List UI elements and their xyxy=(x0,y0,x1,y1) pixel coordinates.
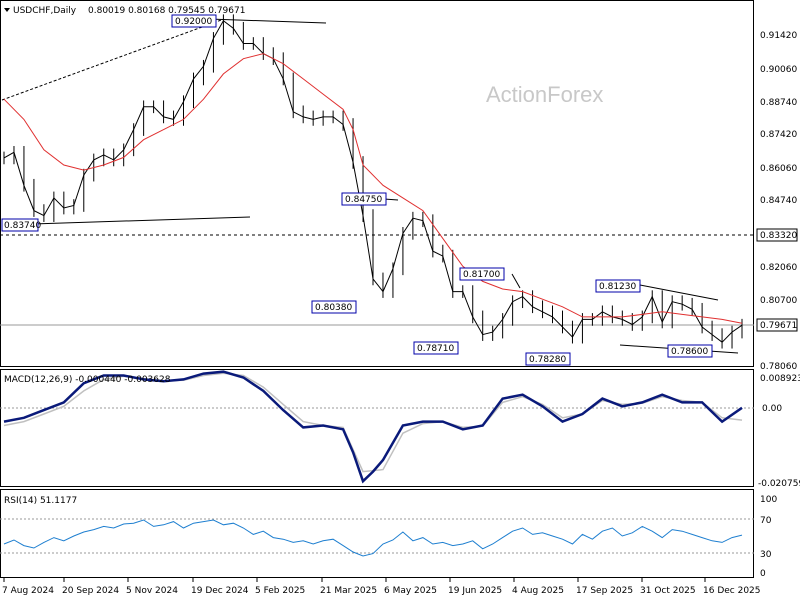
rsi-tick-label: 70 xyxy=(760,516,772,526)
support-line-left xyxy=(1,216,251,226)
annotation-83740: 0.83740 xyxy=(1,218,41,232)
x-tick-label: 6 May 2025 xyxy=(384,586,437,596)
x-tick-label: 4 Aug 2025 xyxy=(512,586,564,596)
svg-text:0.78600: 0.78600 xyxy=(671,347,708,357)
annotation-78710: 0.78710 xyxy=(413,341,459,355)
collapse-triangle-icon[interactable] xyxy=(4,8,10,12)
price-tick-label: 0.87420 xyxy=(760,130,797,140)
annotation-78280: 0.78280 xyxy=(525,352,571,366)
price-y-axis: 0.91420 0.90060 0.88740 0.87420 0.86060 … xyxy=(756,31,798,372)
macd-tick-label: 0.00 xyxy=(762,404,782,414)
svg-text:0.92000: 0.92000 xyxy=(175,17,212,27)
svg-text:0.83740: 0.83740 xyxy=(4,221,41,231)
x-tick-label: 20 Sep 2024 xyxy=(62,586,119,596)
sma-line xyxy=(3,53,743,324)
annotation-81230: 0.81230 xyxy=(595,279,641,293)
label-8170-leader xyxy=(511,273,521,289)
x-tick-label: 17 Sep 2025 xyxy=(576,586,633,596)
x-tick-label: 5 Nov 2024 xyxy=(126,586,178,596)
top-trendline xyxy=(1,18,225,101)
price-tick-label: 0.90060 xyxy=(760,65,797,75)
x-tick-label: 5 Feb 2025 xyxy=(255,586,305,596)
annotation-92000: 0.92000 xyxy=(171,14,217,28)
svg-text:0.78710: 0.78710 xyxy=(417,344,454,354)
svg-text:0.81700: 0.81700 xyxy=(463,270,500,280)
price-tick-label: 0.78060 xyxy=(760,362,797,372)
svg-text:0.80380: 0.80380 xyxy=(315,303,352,313)
x-tick-label: 7 Aug 2024 xyxy=(2,586,54,596)
macd-label: MACD(12,26,9) -0.000440 -0.003628 xyxy=(4,375,171,385)
rsi-tick-label: 100 xyxy=(760,495,777,505)
price-tick-label: 0.84740 xyxy=(760,196,797,206)
x-tick-label: 16 Dec 2025 xyxy=(703,586,761,596)
macd-panel-frame xyxy=(0,369,754,487)
price-tick-label: 0.86060 xyxy=(760,164,797,174)
rsi-line xyxy=(3,519,743,557)
annotation-81700: 0.81700 xyxy=(459,267,505,281)
annotation-78600: 0.78600 xyxy=(667,344,713,358)
svg-text:0.81230: 0.81230 xyxy=(599,282,636,292)
rsi-tick-label: 0 xyxy=(760,569,766,579)
price-tick-label: 0.91420 xyxy=(760,31,797,41)
current-price-box: 0.79671 xyxy=(756,318,798,332)
price-tick-label: 0.80700 xyxy=(760,296,797,306)
annotation-84750: 0.84750 xyxy=(341,192,387,206)
macd-signal-line xyxy=(3,372,743,473)
macd-line xyxy=(3,370,743,484)
macd-tick-label: 0.008923 xyxy=(760,374,800,384)
price-panel-frame xyxy=(0,0,754,367)
svg-text:0.79671: 0.79671 xyxy=(760,321,797,331)
svg-text:0.83320: 0.83320 xyxy=(760,231,797,241)
svg-text:0.84750: 0.84750 xyxy=(345,195,382,205)
rsi-panel-frame xyxy=(0,489,754,578)
wedge-upper-line xyxy=(639,284,719,301)
symbol-title: USDCHF,Daily xyxy=(13,6,77,16)
price-tick-label: 0.82060 xyxy=(760,263,797,273)
ohlc-values: 0.80019 0.80168 0.79545 0.79671 xyxy=(88,6,245,16)
x-tick-label: 19 Jun 2025 xyxy=(448,586,502,596)
price-tick-label: 0.88740 xyxy=(760,98,797,108)
watermark: ActionForex xyxy=(486,82,603,107)
price-bars xyxy=(3,14,743,349)
svg-text:0.78280: 0.78280 xyxy=(529,355,566,365)
rsi-label: RSI(14) 51.1177 xyxy=(4,496,77,506)
rsi-tick-label: 30 xyxy=(760,550,772,560)
x-axis: 7 Aug 2024 20 Sep 2024 5 Nov 2024 19 Dec 20… xyxy=(2,578,761,596)
x-tick-label: 19 Dec 2024 xyxy=(191,586,249,596)
hline-price-box: 0.83320 xyxy=(756,228,798,242)
annotation-80380: 0.80380 xyxy=(311,300,357,314)
x-tick-label: 31 Oct 2025 xyxy=(640,586,696,596)
macd-tick-label: -0.020759 xyxy=(758,479,800,489)
price-series-line xyxy=(3,19,743,343)
x-tick-label: 21 Mar 2025 xyxy=(320,586,377,596)
